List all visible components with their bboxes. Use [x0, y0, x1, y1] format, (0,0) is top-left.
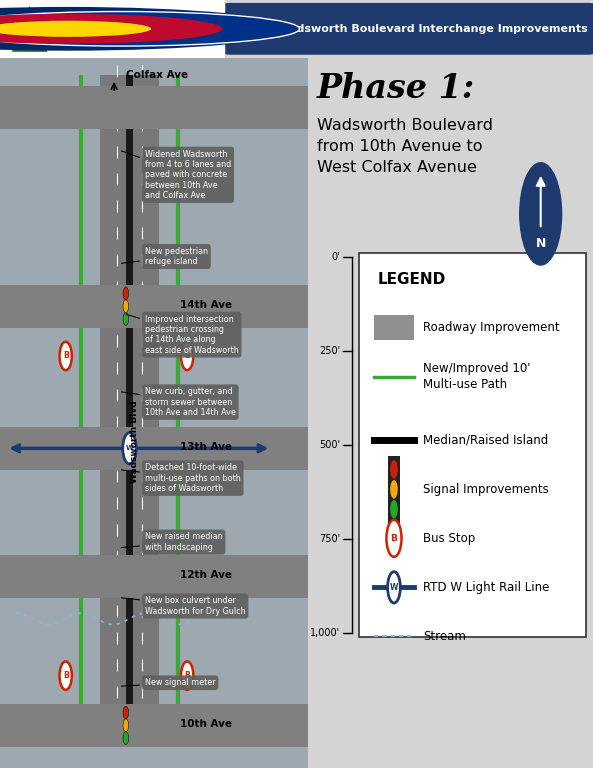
Circle shape [390, 480, 398, 498]
Text: 250': 250' [319, 346, 340, 356]
Bar [0, 704, 308, 746]
Bar [0, 554, 308, 598]
Text: Phase 1:: Phase 1: [317, 71, 475, 104]
Text: New signal meter: New signal meter [122, 678, 215, 687]
Text: 10th Ave: 10th Ave [180, 719, 232, 729]
Circle shape [181, 342, 193, 370]
Circle shape [123, 287, 129, 300]
Text: 750': 750' [319, 534, 340, 544]
Circle shape [123, 732, 129, 744]
Bar [100, 75, 159, 736]
Bar [0, 427, 308, 469]
Text: Wadsworth Blvd: Wadsworth Blvd [130, 400, 139, 482]
Circle shape [388, 571, 400, 603]
Circle shape [123, 719, 129, 732]
Text: 500': 500' [319, 440, 340, 450]
Text: Median/Raised Island: Median/Raised Island [423, 434, 549, 447]
Circle shape [387, 520, 401, 557]
Text: Stream: Stream [423, 630, 466, 643]
Circle shape [390, 500, 398, 518]
Text: Department of Transportation: Department of Transportation [117, 37, 232, 46]
Text: N: N [535, 237, 546, 250]
Polygon shape [12, 6, 47, 51]
Text: Improved intersection
pedestrian crossing
of 14th Ave along
east side of Wadswor: Improved intersection pedestrian crossin… [126, 314, 238, 355]
Text: US 6 & Wadsworth Boulevard Interchange Improvements: US 6 & Wadsworth Boulevard Interchange I… [231, 24, 588, 34]
Bar [0, 0, 225, 58]
Text: 14th Ave: 14th Ave [180, 300, 232, 310]
Text: Widened Wadsworth
from 4 to 6 lanes and
paved with concrete
between 10th Ave
and: Widened Wadsworth from 4 to 6 lanes and … [122, 150, 231, 200]
Text: Wadsworth Boulevard
from 10th Avenue to
West Colfax Avenue: Wadsworth Boulevard from 10th Avenue to … [317, 118, 493, 175]
Bar [374, 315, 415, 340]
Bar [388, 455, 400, 523]
Bar [126, 75, 133, 736]
Text: RTD W Light Rail Line: RTD W Light Rail Line [423, 581, 549, 594]
Bar [0, 86, 308, 128]
Text: B: B [184, 671, 190, 680]
Text: Detached 10-foot-wide
multi-use paths on both
sides of Wadsworth: Detached 10-foot-wide multi-use paths on… [122, 463, 241, 493]
Circle shape [0, 14, 222, 44]
Text: B: B [63, 352, 69, 360]
Text: Colfax Ave: Colfax Ave [126, 71, 189, 81]
Text: New box culvert under
Wadsworth for Dry Gulch: New box culvert under Wadsworth for Dry … [122, 596, 246, 616]
Text: 13th Ave: 13th Ave [180, 442, 232, 452]
Text: Bus Stop: Bus Stop [423, 531, 475, 545]
Circle shape [0, 12, 299, 46]
Text: New curb, gutter, and
storm sewer between
10th Ave and 14th Ave: New curb, gutter, and storm sewer betwee… [122, 387, 236, 417]
Text: 0': 0' [331, 251, 340, 262]
Circle shape [123, 300, 129, 313]
Circle shape [520, 163, 562, 265]
Bar [0, 285, 308, 327]
FancyBboxPatch shape [225, 3, 593, 55]
Circle shape [390, 460, 398, 478]
Text: Signal Improvements: Signal Improvements [423, 483, 549, 496]
Circle shape [123, 313, 129, 326]
Text: B: B [63, 671, 69, 680]
Circle shape [0, 7, 294, 51]
Circle shape [181, 661, 193, 690]
Circle shape [59, 661, 72, 690]
Text: CDOT: CDOT [112, 26, 131, 31]
Text: COLORADO: COLORADO [136, 12, 214, 25]
Circle shape [123, 707, 129, 719]
Text: W: W [390, 583, 398, 592]
Circle shape [123, 432, 136, 464]
Text: W: W [126, 445, 133, 452]
Text: Roadway Improvement: Roadway Improvement [423, 321, 560, 334]
Text: New/Improved 10'
Multi-use Path: New/Improved 10' Multi-use Path [423, 362, 531, 392]
Text: LEGEND: LEGEND [378, 272, 446, 287]
Text: New raised median
with landscaping: New raised median with landscaping [122, 532, 222, 551]
Text: B: B [391, 534, 397, 543]
Circle shape [0, 21, 151, 37]
FancyBboxPatch shape [359, 253, 586, 637]
Text: 12th Ave: 12th Ave [180, 570, 232, 580]
Text: New pedestrian
refuge island: New pedestrian refuge island [122, 247, 208, 266]
Text: B: B [184, 352, 190, 360]
Text: 1,000': 1,000' [310, 628, 340, 638]
Circle shape [59, 342, 72, 370]
